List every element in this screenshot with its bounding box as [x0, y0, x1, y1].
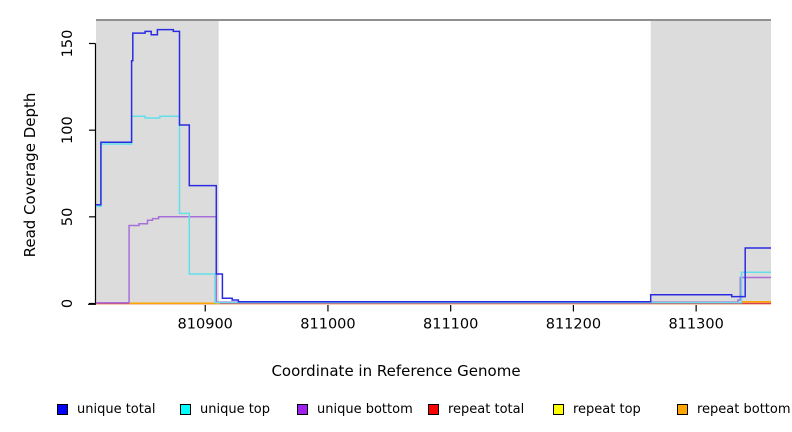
legend-label: repeat total	[448, 402, 525, 417]
legend-item-repeat-total: repeat total	[428, 402, 524, 417]
y-tick-label: 100	[60, 116, 76, 144]
legend-swatch-unique-total	[57, 404, 68, 415]
legend-swatch-repeat-total	[428, 404, 439, 415]
legend-label: unique total	[77, 402, 156, 417]
series-line-unique-bottom	[96, 216, 771, 304]
series-line-unique-total	[96, 28, 771, 303]
x-tick-label: 811200	[546, 317, 601, 333]
legend-item-repeat-bottom: repeat bottom	[677, 402, 791, 417]
y-axis-title: Read Coverage Depth	[21, 92, 39, 258]
legend-swatch-repeat-bottom	[677, 404, 688, 415]
x-tick-label: 810900	[178, 317, 233, 333]
highlight-band-left	[96, 20, 219, 305]
y-tick-label: 0	[60, 299, 76, 308]
legend-label: repeat top	[573, 402, 641, 417]
legend-item-unique-top: unique top	[180, 402, 270, 417]
x-tick-label: 811100	[423, 317, 478, 333]
legend-label: unique bottom	[317, 402, 413, 417]
legend-swatch-repeat-top	[553, 404, 564, 415]
series-line-unique-top	[96, 115, 771, 304]
legend-item-unique-bottom: unique bottom	[297, 402, 413, 417]
x-tick-label: 811000	[300, 317, 355, 333]
legend-swatch-unique-top	[180, 404, 191, 415]
y-tick-label: 50	[60, 208, 76, 226]
x-axis-title: Coordinate in Reference Genome	[271, 362, 521, 380]
x-tick-label: 811300	[668, 317, 723, 333]
legend-label: repeat bottom	[697, 402, 791, 417]
y-tick-label: 150	[60, 30, 76, 58]
legend: unique total unique top unique bottom repea…	[0, 402, 792, 422]
legend-item-unique-total: unique total	[57, 402, 155, 417]
highlight-band-right	[650, 20, 771, 305]
legend-swatch-unique-bottom	[297, 404, 308, 415]
legend-label: unique top	[200, 402, 271, 417]
legend-item-repeat-top: repeat top	[553, 402, 641, 417]
